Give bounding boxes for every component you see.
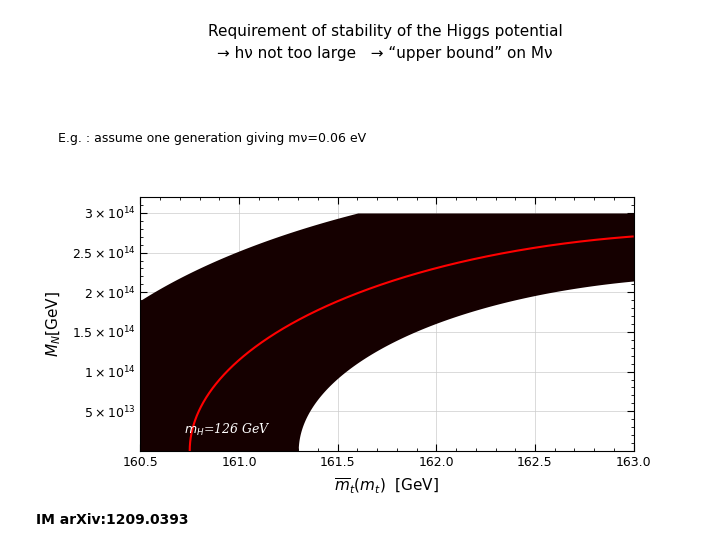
Text: IM arXiv:1209.0393: IM arXiv:1209.0393 xyxy=(36,512,189,526)
Text: $m_H$=126 GeV: $m_H$=126 GeV xyxy=(184,421,271,437)
Text: E.g. : assume one generation giving mν=0.06 eV: E.g. : assume one generation giving mν=0… xyxy=(58,132,366,145)
X-axis label: $\overline{m}_t(m_t)$  [GeV]: $\overline{m}_t(m_t)$ [GeV] xyxy=(335,477,439,496)
Text: Requirement of stability of the Higgs potential: Requirement of stability of the Higgs po… xyxy=(208,24,562,39)
Y-axis label: $M_N$[GeV]: $M_N$[GeV] xyxy=(45,291,63,357)
Text: → hν not too large   → “upper bound” on Mν: → hν not too large → “upper bound” on Mν xyxy=(217,46,553,61)
